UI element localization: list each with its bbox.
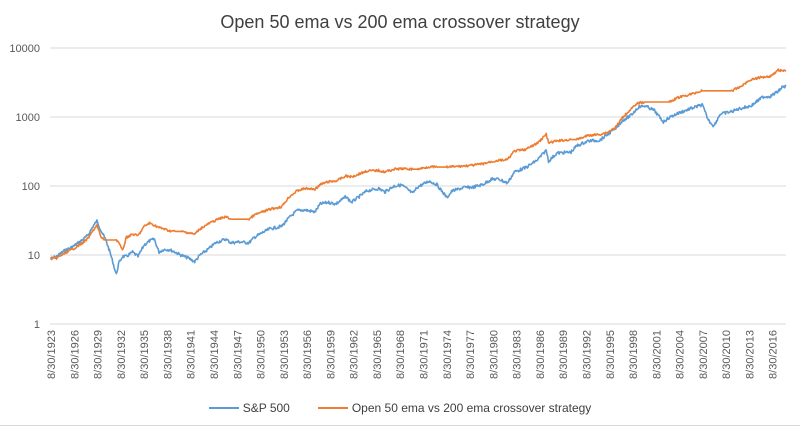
x-tick-label: 8/30/1974 — [442, 330, 454, 379]
legend-item-strategy[interactable]: Open 50 ema vs 200 ema crossover strateg… — [317, 401, 592, 415]
x-tick-label: 8/30/1929 — [93, 330, 105, 379]
x-tick-label: 8/30/1926 — [69, 330, 81, 379]
x-tick-label: 8/30/2007 — [698, 330, 710, 379]
x-tick-label: 8/30/1977 — [465, 330, 477, 379]
chart-title: Open 50 ema vs 200 ema crossover strateg… — [220, 12, 580, 32]
x-tick-label: 8/30/1935 — [139, 330, 151, 379]
y-tick-label: 100 — [22, 181, 40, 193]
x-tick-label: 8/30/1923 — [46, 330, 58, 379]
x-tick-label: 8/30/1998 — [628, 330, 640, 379]
legend-item-sp500[interactable]: S&P 500 — [208, 401, 290, 415]
x-tick-label: 8/30/1980 — [488, 330, 500, 379]
x-tick-label: 8/30/1950 — [256, 330, 268, 379]
x-tick-label: 8/30/2001 — [651, 330, 663, 379]
y-tick-label: 1 — [34, 319, 40, 331]
x-tick-label: 8/30/1959 — [325, 330, 337, 379]
legend-label-sp500: S&P 500 — [242, 401, 290, 415]
x-tick-label: 8/30/1956 — [302, 330, 314, 379]
x-axis-ticks: 8/30/1923 8/30/1926 8/30/1929 8/30/1932 8/30… — [46, 330, 780, 379]
x-tick-label: 8/30/2004 — [675, 330, 687, 379]
x-tick-label: 8/30/1944 — [209, 330, 221, 379]
x-tick-label: 8/30/1965 — [372, 330, 384, 379]
series-line-sp500 — [50, 84, 787, 275]
x-tick-label: 8/30/1992 — [581, 330, 593, 379]
y-tick-label: 1000 — [16, 112, 40, 124]
x-tick-label: 8/30/1983 — [512, 330, 524, 379]
x-tick-label: 8/30/1986 — [535, 330, 547, 379]
chart-bottom-border — [0, 425, 800, 426]
y-tick-label: 10000 — [9, 43, 40, 55]
legend-label-strategy: Open 50 ema vs 200 ema crossover strateg… — [351, 401, 592, 415]
x-tick-label: 8/30/1989 — [558, 330, 570, 379]
x-tick-label: 8/30/1947 — [232, 330, 244, 379]
x-tick-label: 8/30/1962 — [349, 330, 361, 379]
y-tick-label: 10 — [28, 250, 40, 262]
x-tick-label: 8/30/1953 — [279, 330, 291, 379]
x-tick-label: 8/30/1932 — [116, 330, 128, 379]
x-tick-label: 8/30/1968 — [395, 330, 407, 379]
series-line-strategy — [49, 68, 787, 261]
series-lines — [49, 68, 787, 275]
x-tick-label: 8/30/1971 — [419, 330, 431, 379]
legend: S&P 500 Open 50 ema vs 200 ema crossover… — [0, 401, 800, 415]
x-tick-label: 8/30/1938 — [162, 330, 174, 379]
x-tick-label: 8/30/2016 — [768, 330, 780, 379]
legend-swatch-strategy — [317, 407, 348, 409]
x-tick-label: 8/30/2013 — [744, 330, 756, 379]
y-axis-ticks: 1 10 100 1000 10000 — [9, 43, 40, 331]
x-tick-label: 8/30/2010 — [721, 330, 733, 379]
x-tick-label: 8/30/1941 — [186, 330, 198, 379]
legend-swatch-sp500 — [208, 407, 239, 409]
x-tick-label: 8/30/1995 — [605, 330, 617, 379]
